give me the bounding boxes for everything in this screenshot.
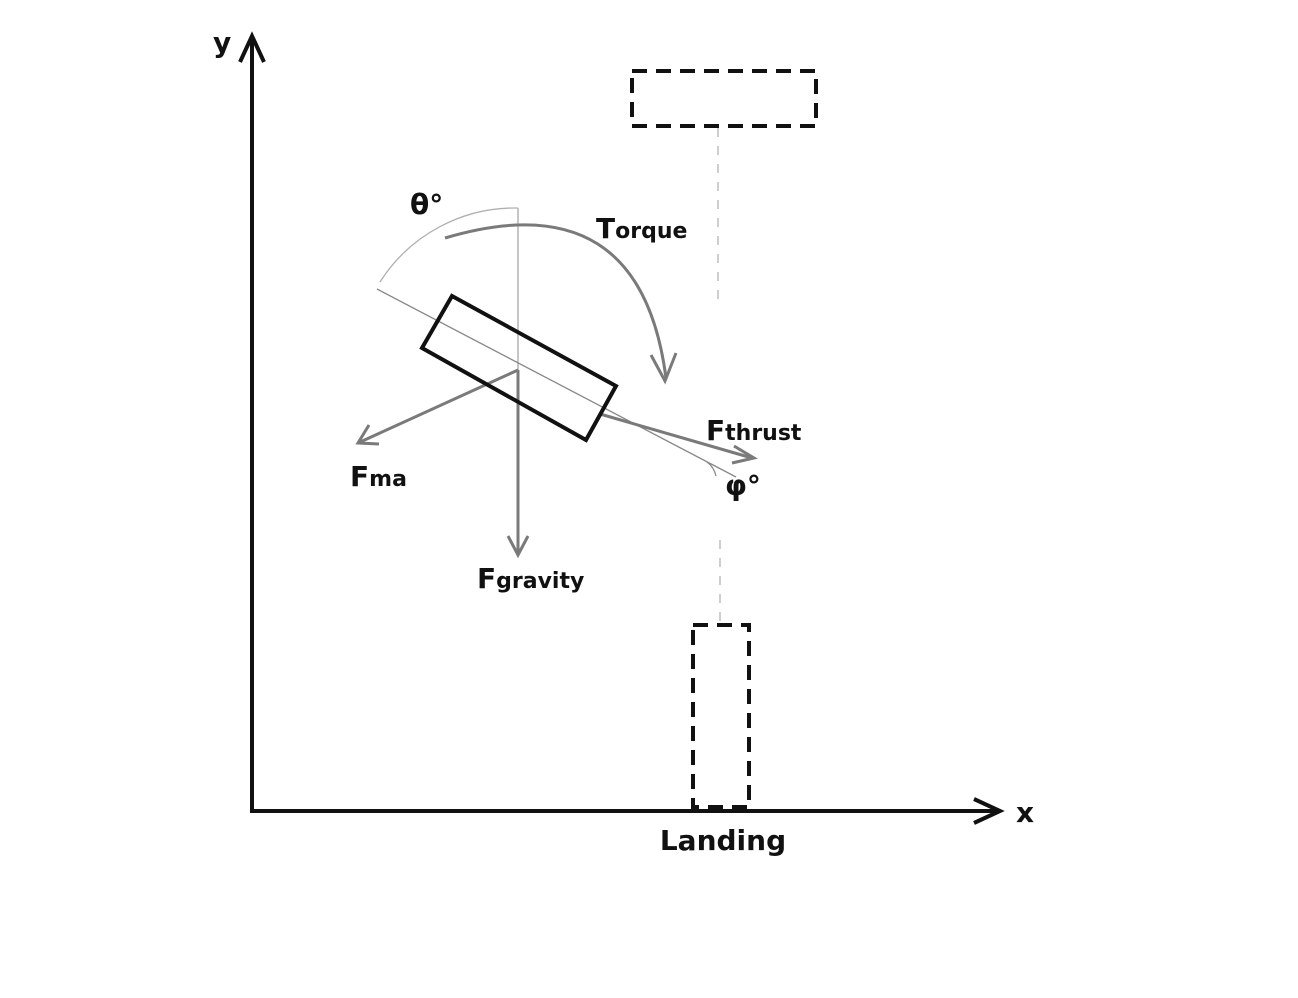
rocket-axis-line xyxy=(376,288,737,478)
y-axis-label: y xyxy=(213,26,231,59)
phi-label: φ° xyxy=(725,469,761,502)
rocket-body xyxy=(419,293,619,443)
force-arrows xyxy=(355,368,758,559)
gravity-label: Fgravity xyxy=(477,562,584,595)
theta-arc xyxy=(379,207,519,283)
thrust-label: Fthrust xyxy=(706,414,802,447)
torque-label: Torque xyxy=(596,212,687,245)
initial-rocket-position xyxy=(630,69,818,128)
x-axis-arrowhead xyxy=(973,797,1005,825)
torque-label-main: T xyxy=(596,212,615,245)
ma-label-main: F xyxy=(350,460,369,493)
thrust-label-main: F xyxy=(706,414,725,447)
landing-rocket-position xyxy=(691,623,751,809)
trajectory-guide xyxy=(717,128,721,624)
thrust-label-sub: thrust xyxy=(725,421,802,446)
ma-label-sub: ma xyxy=(369,467,407,492)
gravity-label-main: F xyxy=(477,562,496,595)
gravity-arrowhead xyxy=(506,535,530,559)
ma-label: Fma xyxy=(350,460,407,493)
phi-arc xyxy=(706,461,717,477)
torque-arrow xyxy=(444,223,678,385)
thrust-arrowhead xyxy=(731,444,758,465)
y-axis-arrowhead xyxy=(238,31,266,63)
landing-label: Landing xyxy=(660,824,786,857)
theta-label: θ° xyxy=(410,188,443,221)
x-axis-label: x xyxy=(1016,796,1034,829)
thrust-arrow xyxy=(599,412,753,460)
labels: θ° φ° Torque Fthrust Fma Fgravity xyxy=(350,188,802,595)
torque-label-sub: orque xyxy=(615,219,687,244)
ma-arrow xyxy=(357,368,519,445)
torque-arrowhead xyxy=(649,352,678,385)
gravity-label-sub: gravity xyxy=(496,569,584,594)
ma-arrowhead xyxy=(355,424,380,446)
torque-arc xyxy=(444,223,668,379)
axes: y x xyxy=(213,26,1034,829)
